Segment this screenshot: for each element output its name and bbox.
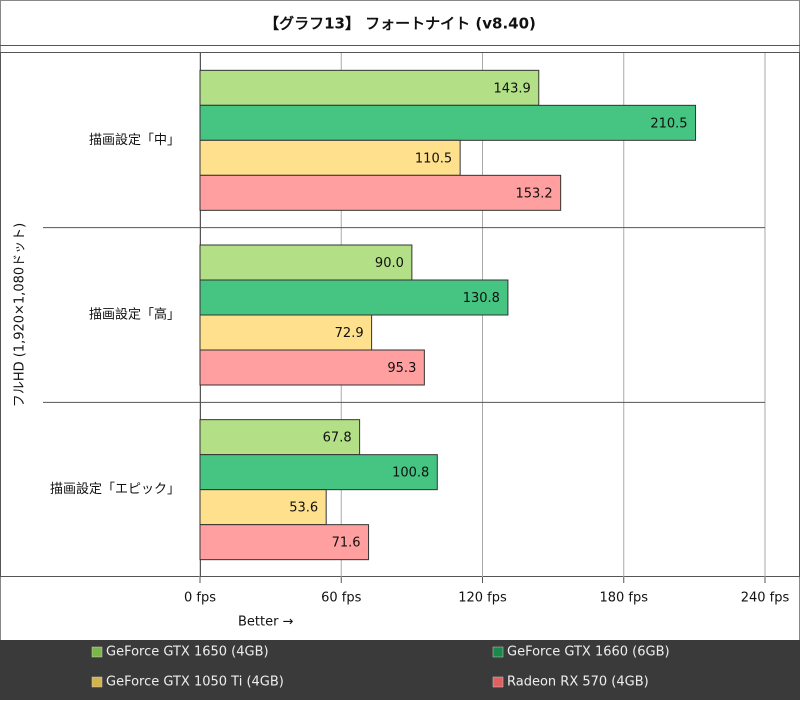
data-label: 100.8 — [392, 466, 429, 481]
legend-swatch — [91, 676, 103, 688]
data-label: 72.9 — [335, 326, 364, 341]
bar — [199, 104, 697, 141]
x-tick-label: 120 fps — [458, 591, 507, 606]
x-tick-label: 240 fps — [741, 591, 790, 606]
x-tick-label: 0 fps — [184, 591, 216, 606]
legend-background — [0, 640, 800, 700]
bar — [199, 349, 425, 386]
data-label: 90.0 — [375, 256, 404, 271]
y-tick-label: 描画設定「高」 — [89, 307, 180, 323]
bar — [199, 139, 461, 176]
x-axis-label: Better → — [238, 615, 294, 630]
data-label: 67.8 — [323, 431, 352, 446]
bar — [199, 419, 361, 456]
bar — [199, 69, 540, 106]
legend-text: GeForce GTX 1660 (6GB) — [507, 645, 670, 660]
legend-text: GeForce GTX 1650 (4GB) — [106, 645, 269, 660]
data-label: 95.3 — [387, 361, 416, 376]
bar — [199, 454, 438, 491]
bar — [199, 489, 327, 526]
data-label: 210.5 — [650, 116, 687, 131]
x-tick-label: 180 fps — [599, 591, 648, 606]
bar — [199, 279, 509, 316]
legend-text: GeForce GTX 1050 Ti (4GB) — [106, 675, 284, 690]
bar — [199, 174, 562, 211]
legend-swatch — [492, 676, 504, 688]
x-tick-label: 60 fps — [321, 591, 362, 606]
data-label: 130.8 — [463, 291, 500, 306]
y-tick-label: 描画設定「中」 — [89, 132, 180, 148]
data-label: 143.9 — [494, 81, 531, 96]
legend-swatch — [492, 646, 504, 658]
data-label: 53.6 — [289, 501, 318, 516]
data-label: 110.5 — [415, 151, 452, 166]
legend-swatch — [91, 646, 103, 658]
data-label: 71.6 — [332, 536, 361, 551]
y-tick-label: 描画設定「エピック」 — [50, 481, 180, 497]
bar — [199, 524, 370, 561]
chart-title: 【グラフ13】 フォートナイト (v8.40) — [264, 15, 536, 33]
legend-text: Radeon RX 570 (4GB) — [507, 675, 649, 690]
data-label: 153.2 — [515, 186, 552, 201]
y-axis-label: フルHD (1,920×1,080ドット) — [13, 223, 28, 407]
